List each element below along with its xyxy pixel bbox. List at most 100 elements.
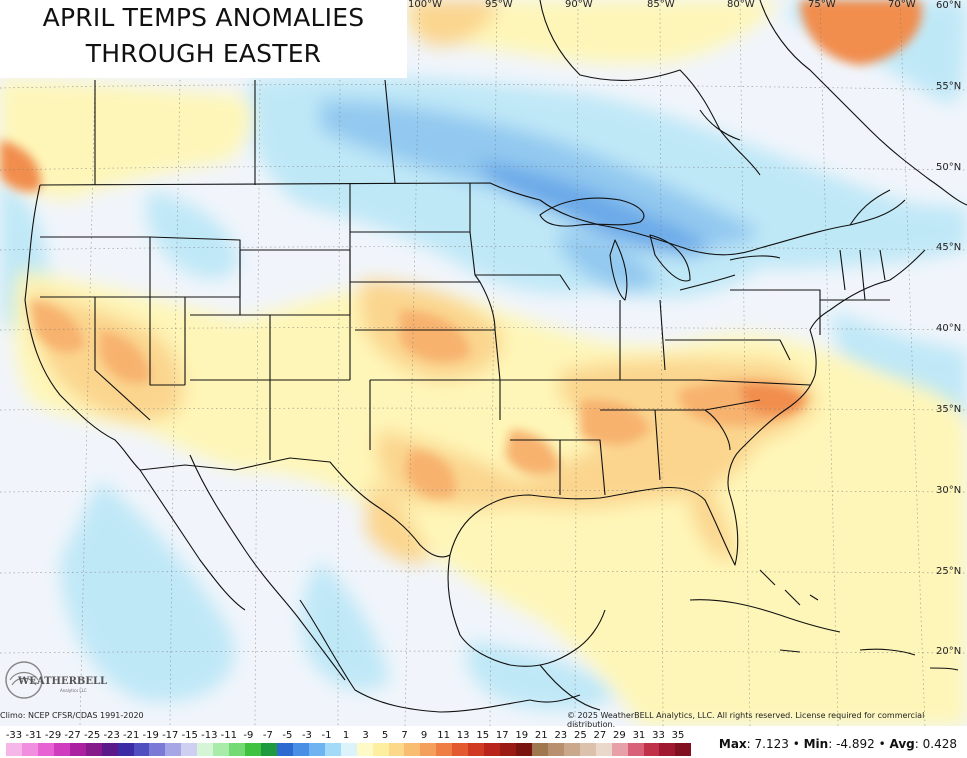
hot-alabama <box>580 399 650 446</box>
gulf-of-california <box>189 454 346 681</box>
lake-huron <box>649 234 691 282</box>
legend-swatch <box>229 743 246 756</box>
lon-label-95w: 95°W <box>485 0 513 10</box>
legend-tick-label: 31 <box>632 730 646 741</box>
hot-nevada <box>100 330 150 384</box>
hot-plains <box>400 310 470 363</box>
stats-avg-value: 0.428 <box>922 737 957 751</box>
baja-coast <box>139 469 246 611</box>
legend-swatch <box>547 743 564 756</box>
legend-tick-label: -9 <box>243 730 254 741</box>
legend-tick-label: 23 <box>554 730 568 741</box>
legend-tick-label: -1 <box>321 730 332 741</box>
legend-tick-label: 5 <box>381 730 389 741</box>
legend-swatch <box>101 743 118 756</box>
boundaries <box>24 0 967 713</box>
lat-label-35n: 35°N <box>936 404 962 415</box>
quebec-border <box>849 189 891 226</box>
lon-label-90w: 90°W <box>565 0 593 10</box>
legend-swatch <box>197 743 214 756</box>
legend-swatch <box>324 743 341 756</box>
lat-label-25n: 25°N <box>936 566 962 577</box>
legend-tick-label: 27 <box>593 730 607 741</box>
legend-swatch <box>85 743 102 756</box>
stats-max-value: 7.123 <box>754 737 789 751</box>
legend-tick-label: 29 <box>613 730 626 741</box>
anomaly-shading <box>0 0 967 711</box>
legend-swatch <box>181 743 198 756</box>
stats-min-value: -4.892 <box>836 737 875 751</box>
legend-tick-label: 1 <box>342 730 350 741</box>
lake-erie <box>679 274 736 291</box>
legend-swatch <box>53 743 70 756</box>
legend-tick-label: -7 <box>262 730 273 741</box>
legend-tick-label: -23 <box>103 730 120 741</box>
temperature-anomaly-map <box>0 0 967 726</box>
legend-tick-label: 7 <box>401 730 408 741</box>
hispaniola <box>859 648 916 656</box>
lat-label-45n: 45°N <box>936 242 962 253</box>
legend-swatch <box>675 743 692 756</box>
map-title-line-2: THROUGH EASTER <box>85 39 322 68</box>
legend-tick-label: 25 <box>573 730 587 741</box>
lat-label-20n: 20°N <box>936 646 962 657</box>
legend-tick-label: -3 <box>301 730 312 741</box>
warm-mid-florida <box>690 460 735 561</box>
pacific-coast <box>24 184 141 471</box>
cold-caribbean <box>466 640 620 711</box>
hot-california <box>30 300 85 353</box>
legend-swatch <box>356 743 373 756</box>
lon-label-100w: 100°W <box>408 0 442 10</box>
legend-swatch <box>468 743 485 756</box>
legend-swatch <box>372 743 389 756</box>
legend-tick-label: -25 <box>83 730 101 741</box>
legend-swatch <box>484 743 501 756</box>
legend-color-bar <box>6 743 692 756</box>
lon-label-70w: 70°W <box>888 0 916 10</box>
lat-label-30n: 30°N <box>936 485 962 496</box>
gulf-coast <box>449 249 926 566</box>
legend-tick-label: 13 <box>456 730 470 741</box>
yucatan <box>539 664 601 711</box>
james-bay <box>699 109 741 141</box>
lake-michigan <box>609 239 628 301</box>
legend-swatch <box>531 743 548 756</box>
cuba <box>689 599 841 633</box>
legend-swatch <box>659 743 676 756</box>
legend-swatch <box>245 743 261 756</box>
bahamas <box>759 569 819 606</box>
legend-swatch <box>133 743 150 756</box>
legend-swatch <box>6 743 22 756</box>
legend-swatch <box>69 743 86 756</box>
legend-tick-label: 35 <box>671 730 685 741</box>
legend-tick-label: 15 <box>476 730 490 741</box>
hot-bc <box>0 140 41 192</box>
legend-swatch <box>261 743 277 756</box>
legend-swatch <box>388 743 405 756</box>
legend-tick-label: 9 <box>420 730 428 741</box>
lat-label-50n: 50°N <box>936 162 962 173</box>
legend-swatch <box>37 743 54 756</box>
lake-ontario <box>729 255 781 261</box>
legend-tick-label: 33 <box>652 730 665 741</box>
lake-superior <box>539 197 645 227</box>
stats-summary: Max: 7.123 • Min: -4.892 • Avg: 0.428 <box>718 737 957 751</box>
legend-swatch <box>165 743 182 756</box>
legend-tick-label: 17 <box>495 730 509 741</box>
legend-swatch <box>404 743 421 756</box>
climo-credit: Climo: NCEP CFSR/CDAS 1991-2020 <box>0 711 144 720</box>
stats-sep-1: • <box>792 737 800 751</box>
legend-swatch <box>627 743 644 756</box>
cold-gulf <box>301 560 390 691</box>
map-title-box: APRIL TEMPS ANOMALIES THROUGH EASTER <box>0 0 407 78</box>
legend-tick-label: -5 <box>282 730 293 741</box>
legend-swatch <box>340 743 357 756</box>
legend-swatch <box>611 743 628 756</box>
legend-tick-label: -33 <box>5 730 23 741</box>
hot-atlantic-ne <box>800 0 922 65</box>
weatherbell-logo <box>5 661 43 699</box>
canada-east-coast <box>759 0 967 206</box>
legend-swatch <box>149 743 166 756</box>
legend-swatch <box>292 743 309 756</box>
legend-swatch <box>516 743 532 756</box>
